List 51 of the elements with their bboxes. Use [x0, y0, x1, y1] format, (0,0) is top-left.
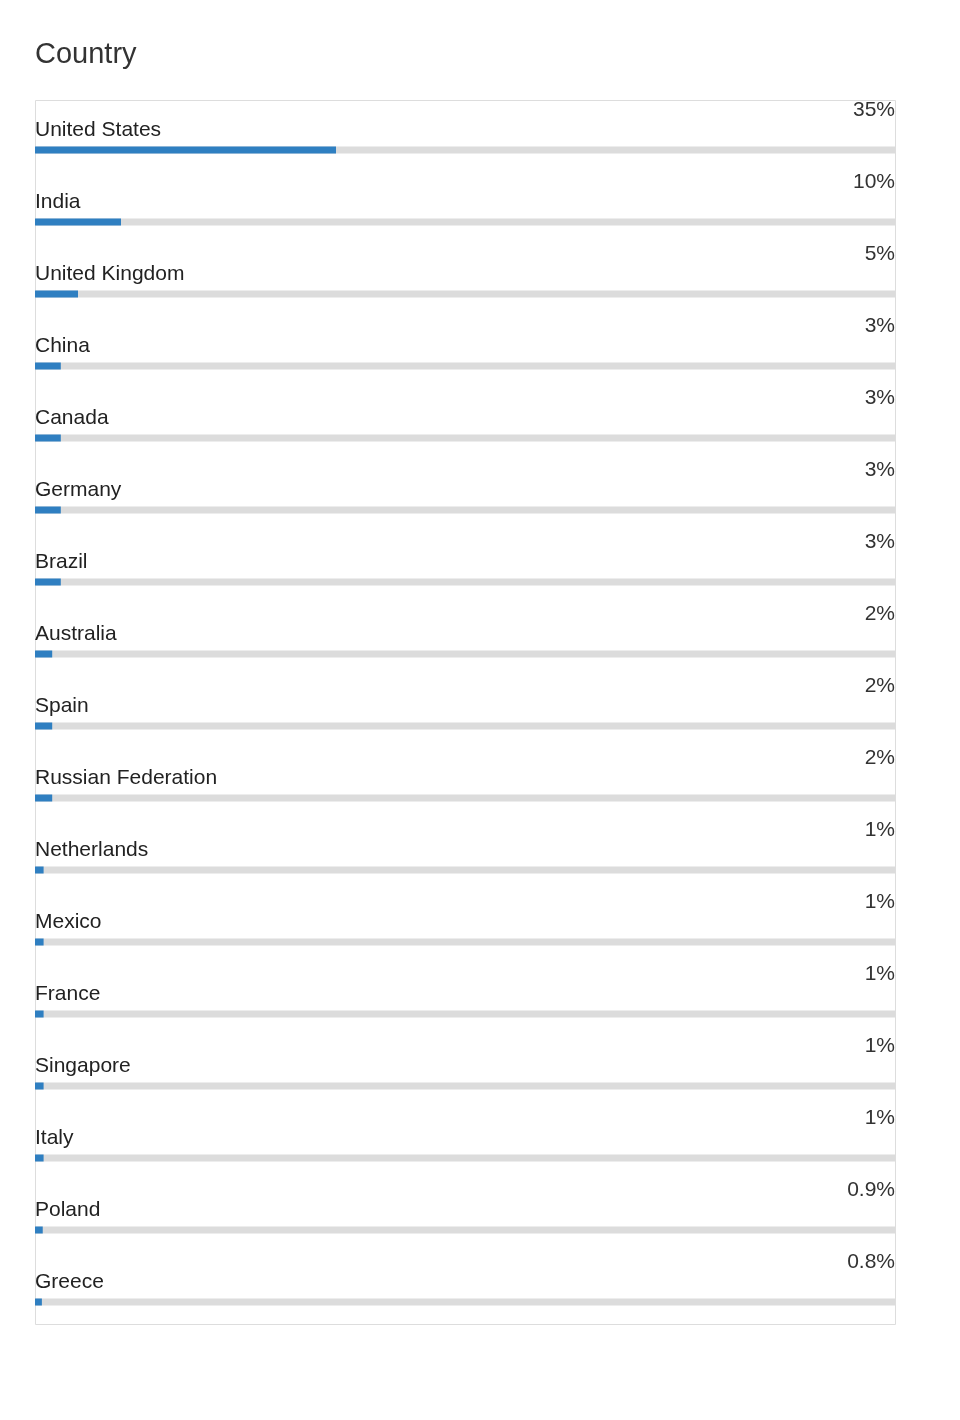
y-tick-label: India: [35, 189, 81, 212]
data-label: 2%: [864, 745, 895, 768]
y-tick-label: Brazil: [35, 549, 88, 572]
y-tick-label: Poland: [35, 1197, 101, 1220]
bar: [35, 1154, 44, 1162]
data-label: 3%: [864, 313, 895, 336]
bar: [35, 1082, 44, 1090]
y-tick-label: Australia: [35, 621, 118, 644]
y-tick-label: Greece: [35, 1269, 104, 1292]
bar: [35, 578, 61, 586]
y-tick-label: Germany: [35, 477, 122, 500]
data-label: 0.9%: [847, 1177, 895, 1200]
data-label: 1%: [864, 1033, 895, 1056]
data-label: 2%: [864, 673, 895, 696]
bar: [35, 1010, 44, 1018]
bar: [35, 290, 78, 298]
y-tick-label: France: [35, 981, 101, 1004]
bar: [35, 434, 61, 442]
bar: [35, 362, 61, 370]
chart-title: Country: [35, 37, 138, 69]
bar: [35, 722, 53, 730]
data-label: 10%: [852, 169, 895, 192]
y-tick-label: China: [35, 333, 91, 356]
data-label: 2%: [864, 601, 895, 624]
data-label: 1%: [864, 889, 895, 912]
y-tick-label: Netherlands: [35, 837, 149, 860]
bar: [35, 938, 44, 946]
data-label: 3%: [864, 457, 895, 480]
data-label: 1%: [864, 961, 895, 984]
y-tick-label: United Kingdom: [35, 261, 185, 284]
data-label: 5%: [864, 241, 895, 264]
data-label: 1%: [864, 1105, 895, 1128]
y-tick-label: Singapore: [35, 1053, 131, 1076]
data-label: 3%: [864, 529, 895, 552]
bar: [35, 794, 53, 802]
bar: [35, 1298, 42, 1306]
data-label: 3%: [864, 385, 895, 408]
y-tick-label: Canada: [35, 405, 109, 428]
data-label: 35%: [852, 97, 895, 120]
data-label: 0.8%: [847, 1249, 895, 1272]
bar: [35, 506, 61, 514]
bar: [35, 866, 44, 874]
y-tick-label: Spain: [35, 693, 89, 716]
data-label: 1%: [864, 817, 895, 840]
y-tick-label: Mexico: [35, 909, 102, 932]
y-tick-label: Russian Federation: [35, 765, 218, 788]
bar: [35, 1226, 43, 1234]
bar: [35, 650, 53, 658]
bar: [35, 218, 121, 226]
y-tick-label: United States: [35, 117, 162, 140]
y-tick-label: Italy: [35, 1125, 75, 1148]
